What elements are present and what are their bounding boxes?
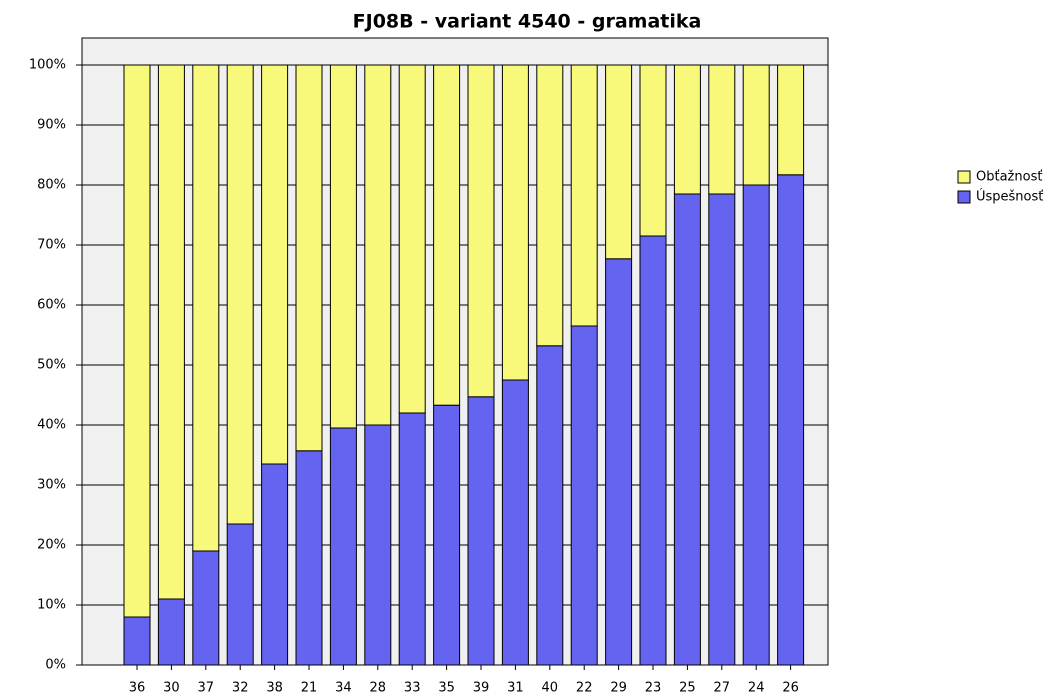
bar-segment bbox=[708, 193, 736, 666]
x-tick-label: 38 bbox=[266, 681, 283, 696]
y-tick-label: 70% bbox=[37, 238, 66, 253]
bar-segment bbox=[398, 412, 426, 666]
bar-segment bbox=[295, 64, 323, 452]
x-tick-label: 21 bbox=[301, 681, 318, 696]
bar-segment bbox=[157, 64, 185, 600]
x-tick-label: 40 bbox=[542, 681, 559, 696]
bar-segment bbox=[673, 193, 701, 666]
bar-segment bbox=[157, 598, 185, 666]
bar-segment bbox=[777, 174, 805, 666]
bar-segment bbox=[226, 523, 254, 666]
bar-segment bbox=[433, 404, 461, 666]
legend-swatch bbox=[957, 170, 971, 184]
bar-segment bbox=[433, 64, 461, 406]
x-tick-label: 23 bbox=[645, 681, 662, 696]
bar-segment bbox=[226, 64, 254, 525]
y-tick-label: 50% bbox=[37, 358, 66, 373]
bar-segment bbox=[123, 64, 151, 618]
x-tick-label: 27 bbox=[714, 681, 731, 696]
bar-segment bbox=[295, 450, 323, 666]
legend-label: Úspešnosť bbox=[976, 189, 1043, 205]
x-tick-label: 32 bbox=[232, 681, 249, 696]
bar-segment bbox=[329, 427, 357, 666]
bar-segment bbox=[467, 396, 495, 666]
bar-segment bbox=[536, 64, 564, 347]
x-tick-label: 28 bbox=[370, 681, 387, 696]
x-tick-label: 33 bbox=[404, 681, 421, 696]
y-tick-label: 30% bbox=[37, 478, 66, 493]
bar-segment bbox=[192, 64, 220, 552]
bar-segment bbox=[570, 64, 598, 327]
x-tick-label: 25 bbox=[679, 681, 696, 696]
y-tick-label: 90% bbox=[37, 118, 66, 133]
y-tick-label: 40% bbox=[37, 418, 66, 433]
bar-segment bbox=[742, 64, 770, 186]
y-tick-label: 60% bbox=[37, 298, 66, 313]
bar-segment bbox=[673, 64, 701, 195]
bar-segment bbox=[742, 184, 770, 666]
y-tick-label: 20% bbox=[37, 538, 66, 553]
bar-segment bbox=[192, 550, 220, 666]
bar-segment bbox=[123, 616, 151, 666]
x-tick-label: 31 bbox=[507, 681, 524, 696]
bar-segment bbox=[570, 325, 598, 666]
bar-segment bbox=[261, 463, 289, 666]
x-tick-label: 24 bbox=[748, 681, 765, 696]
bar-segment bbox=[329, 64, 357, 429]
x-tick-label: 34 bbox=[335, 681, 352, 696]
bar-segment bbox=[639, 235, 667, 666]
x-tick-label: 39 bbox=[473, 681, 490, 696]
y-tick-label: 100% bbox=[29, 58, 66, 73]
bar-segment bbox=[605, 64, 633, 260]
bar-segment bbox=[605, 258, 633, 666]
x-tick-label: 37 bbox=[198, 681, 215, 696]
x-tick-label: 26 bbox=[782, 681, 799, 696]
legend-label: Obťažnosť bbox=[976, 170, 1042, 185]
x-tick-label: 36 bbox=[129, 681, 146, 696]
x-tick-label: 29 bbox=[610, 681, 627, 696]
bar-segment bbox=[639, 64, 667, 237]
bar-segment bbox=[261, 64, 289, 465]
bar-segment bbox=[398, 64, 426, 414]
bar-segment bbox=[777, 64, 805, 176]
x-tick-label: 22 bbox=[576, 681, 593, 696]
bar-segment bbox=[501, 379, 529, 666]
bar-segment bbox=[467, 64, 495, 398]
y-tick-label: 10% bbox=[37, 598, 66, 613]
bar-segment bbox=[364, 424, 392, 666]
chart-title: FJ08B - variant 4540 - gramatika bbox=[353, 11, 702, 33]
x-tick-label: 30 bbox=[163, 681, 180, 696]
bar-segment bbox=[708, 64, 736, 195]
y-tick-label: 80% bbox=[37, 178, 66, 193]
bar-segment bbox=[536, 345, 564, 666]
legend-swatch bbox=[957, 190, 971, 204]
bar-segment bbox=[501, 64, 529, 381]
bar-segment bbox=[364, 64, 392, 426]
x-tick-label: 35 bbox=[438, 681, 455, 696]
y-tick-label: 0% bbox=[45, 658, 66, 673]
